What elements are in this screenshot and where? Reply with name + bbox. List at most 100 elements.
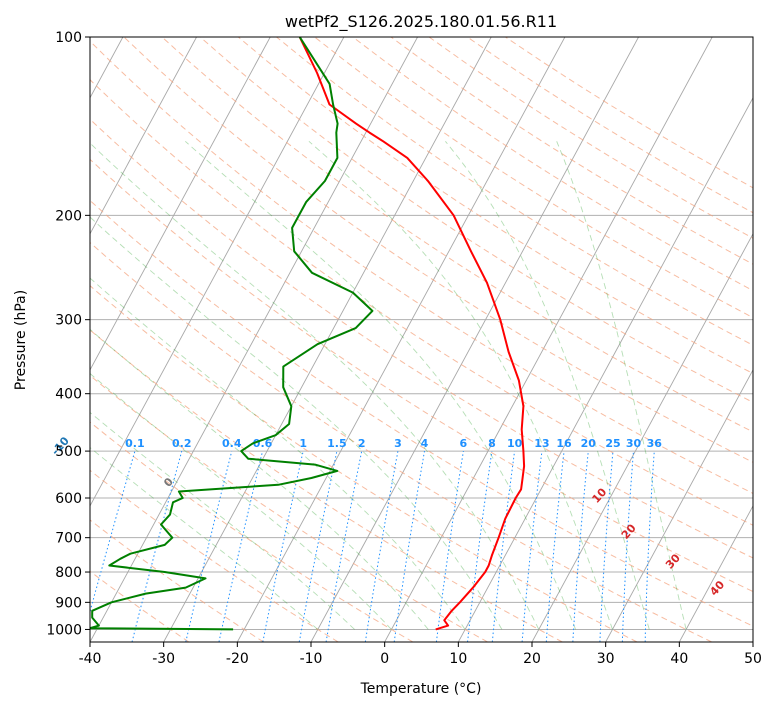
dry-adiabat-line bbox=[90, 199, 753, 627]
moist-adiabat-line bbox=[90, 216, 503, 630]
isotherm-line bbox=[605, 368, 753, 642]
mixing-ratio-line bbox=[491, 451, 516, 642]
y-tick-label: 300 bbox=[55, 313, 82, 329]
mixing-ratio-label: 0.2 bbox=[172, 437, 192, 450]
mixing-ratio-label: 16 bbox=[556, 437, 572, 450]
mixing-ratio-label: 0.4 bbox=[222, 437, 242, 450]
chart-title: wetPf2_S126.2025.180.01.56.R11 bbox=[285, 12, 557, 32]
x-tick-label: -20 bbox=[226, 651, 249, 667]
isotherm-line bbox=[90, 37, 271, 371]
plot-frame bbox=[89, 36, 754, 643]
moist-adiabat-line bbox=[90, 142, 540, 630]
y-tick-label: 200 bbox=[55, 208, 82, 224]
y-tick-label: 600 bbox=[55, 491, 82, 507]
x-tick-label: -10 bbox=[300, 651, 323, 667]
dry-adiabat-line bbox=[352, 37, 753, 292]
x-tick-label: 40 bbox=[670, 651, 688, 667]
moist-adiabat-label: 40 bbox=[707, 578, 727, 598]
dry-adiabat-line bbox=[314, 37, 753, 319]
dry-adiabat-line bbox=[237, 37, 753, 375]
isotherm-line bbox=[678, 505, 753, 642]
mixing-ratio-label: 6 bbox=[460, 437, 468, 450]
isotherm-line bbox=[531, 232, 753, 642]
mixing-ratio-label: 2 bbox=[358, 437, 366, 450]
mixing-ratio-label: 20 bbox=[581, 437, 597, 450]
dry-adiabat-line bbox=[505, 37, 753, 189]
dry-adiabat-line bbox=[90, 79, 753, 526]
dry-adiabat-line bbox=[90, 158, 753, 593]
moist-adiabat-line bbox=[90, 446, 319, 630]
isotherm-line bbox=[236, 37, 566, 642]
x-tick-label: 20 bbox=[523, 651, 541, 667]
isotherm-line bbox=[90, 37, 345, 507]
dry-adiabat-line bbox=[90, 285, 638, 642]
moist-adiabat-line bbox=[90, 411, 355, 630]
isotherm-line bbox=[90, 37, 197, 235]
mixing-ratio-label: 0.6 bbox=[253, 437, 273, 450]
y-tick-label: 100 bbox=[55, 30, 82, 46]
mixing-ratio-label: 1.5 bbox=[327, 437, 347, 450]
mixing-ratio-line bbox=[262, 450, 304, 642]
dewpoint-profile-line bbox=[90, 37, 374, 631]
y-tick-label: 800 bbox=[55, 565, 82, 581]
dry-adiabat-line bbox=[90, 570, 190, 642]
temperature-profile-line bbox=[298, 37, 526, 631]
mixing-ratio-line bbox=[521, 451, 543, 642]
moist-adiabat-label: 20 bbox=[619, 521, 639, 541]
mixing-ratio-line bbox=[545, 451, 565, 642]
dry-adiabat-line bbox=[428, 37, 753, 239]
moist-adiabat-line bbox=[308, 140, 613, 630]
moist-adiabat-line bbox=[90, 328, 429, 630]
dry-adiabat-line bbox=[90, 241, 712, 642]
mixing-ratio-line bbox=[621, 451, 634, 642]
mixing-ratio-label: 1 bbox=[299, 437, 307, 450]
moist-adiabat-label: 30 bbox=[663, 551, 683, 571]
dry-adiabat-line bbox=[90, 374, 488, 642]
x-tick-label: 0 bbox=[380, 651, 389, 667]
dry-adiabat-line bbox=[123, 37, 753, 463]
dry-adiabat-line bbox=[90, 118, 753, 559]
mixing-ratio-label: 10 bbox=[507, 437, 523, 450]
mixing-ratio-label: 30 bbox=[626, 437, 642, 450]
isotherm-line bbox=[384, 37, 713, 642]
mixing-ratio-label: 25 bbox=[605, 437, 620, 450]
dry-adiabat-line bbox=[90, 421, 414, 642]
y-tick-label: 900 bbox=[55, 595, 82, 611]
moist-adiabat-label: 10 bbox=[589, 485, 609, 505]
moist-adiabat-line bbox=[184, 140, 577, 630]
mixing-ratio-line bbox=[467, 451, 493, 642]
dry-adiabat-line bbox=[90, 469, 339, 642]
profile-series bbox=[90, 37, 526, 631]
x-axis-label: Temperature (°C) bbox=[360, 681, 482, 697]
x-tick-label: 10 bbox=[449, 651, 467, 667]
dry-adiabat-line bbox=[199, 37, 753, 403]
y-axis-ticks: 100 200 300 400 500 600 700 800 900 1000 bbox=[46, 30, 90, 638]
moist-adiabat-line bbox=[90, 277, 466, 630]
dry-adiabat-line bbox=[276, 37, 753, 346]
y-axis-label: Pressure (hPa) bbox=[13, 290, 29, 390]
x-tick-label: 30 bbox=[597, 651, 615, 667]
mixing-ratio-line bbox=[435, 451, 464, 642]
dry-adiabat-line bbox=[90, 329, 563, 642]
isotherm-line bbox=[752, 641, 753, 642]
mixing-ratio-line bbox=[572, 451, 589, 642]
y-tick-label: 700 bbox=[55, 531, 82, 547]
dry-adiabat-line bbox=[90, 519, 264, 642]
mixing-ratio-label: 3 bbox=[394, 437, 402, 450]
mixing-ratio-line bbox=[131, 450, 183, 642]
y-tick-label: 1000 bbox=[46, 622, 82, 638]
moist-adiabat-line bbox=[445, 141, 650, 630]
y-tick-label: 400 bbox=[55, 387, 82, 403]
isotherm-line bbox=[457, 96, 753, 642]
x-tick-label: 50 bbox=[744, 651, 762, 667]
mixing-ratio-label: 36 bbox=[647, 437, 663, 450]
moist-adiabat-line bbox=[556, 141, 687, 630]
dry-adiabat-line bbox=[390, 37, 753, 265]
mixing-ratio-label: 0.1 bbox=[125, 437, 145, 450]
mixing-ratio-line bbox=[218, 450, 264, 642]
isotherm-line bbox=[90, 37, 418, 642]
mixing-ratio-line bbox=[90, 450, 136, 614]
mixing-ratio-label: 13 bbox=[534, 437, 549, 450]
x-tick-label: -40 bbox=[79, 651, 102, 667]
